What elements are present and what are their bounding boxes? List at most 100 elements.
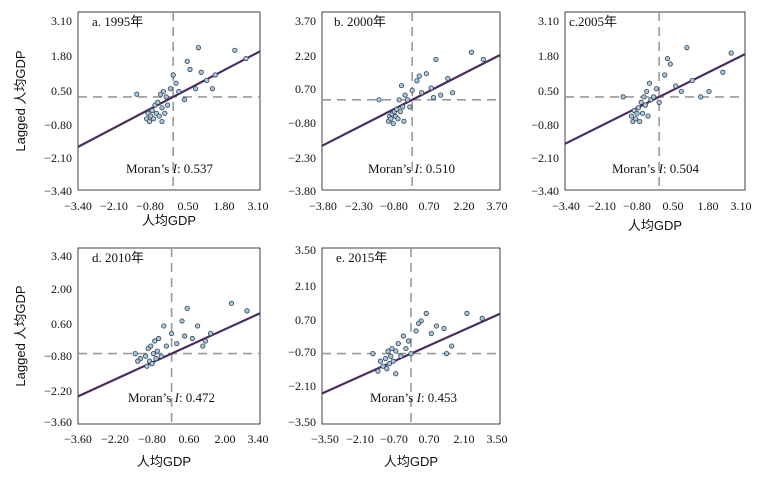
data-point [146, 118, 152, 125]
data-point [620, 94, 626, 100]
panel-title: e. 2015年 [336, 250, 387, 265]
data-point [413, 328, 419, 334]
data-point [163, 343, 169, 349]
data-point [639, 110, 646, 116]
data-point [641, 94, 647, 100]
data-point [382, 356, 389, 362]
data-point [393, 348, 399, 354]
data-point [642, 102, 648, 108]
data-point [375, 368, 381, 374]
data-point [404, 97, 411, 103]
x-tick-label: −2.10 [588, 199, 616, 213]
plot-frame [321, 247, 501, 425]
data-point [480, 56, 486, 63]
data-point [385, 348, 391, 354]
data-point [195, 44, 201, 51]
plot-frame [77, 247, 261, 425]
data-point [653, 86, 659, 92]
x-tick-label: 0.50 [178, 199, 199, 213]
data-point [184, 305, 190, 311]
data-point [176, 88, 182, 95]
stat-label: Moran’s [612, 161, 659, 176]
x-tick-label: 2.00 [215, 432, 236, 446]
morans-i-stat: Moran’s I: 0.453 [370, 390, 457, 405]
data-point [651, 94, 657, 100]
data-point [202, 338, 208, 344]
data-point [144, 363, 150, 369]
data-point [396, 97, 402, 103]
data-point [628, 113, 635, 119]
data-point [433, 56, 439, 63]
morans-i-stat: Moran’s I: 0.472 [128, 390, 215, 405]
y-tick-label: 3.10 [51, 14, 72, 28]
data-point [662, 72, 668, 78]
data-point [243, 55, 249, 62]
x-tick-label: −3.40 [552, 199, 580, 213]
y-tick-label: −2.10 [288, 379, 316, 393]
x-tick-label: 2.10 [454, 432, 475, 446]
data-point [232, 47, 238, 53]
panel-title: a. 1995年 [92, 14, 143, 29]
x-tick-label: 2.20 [454, 199, 475, 213]
data-point [187, 66, 193, 73]
data-point [646, 80, 653, 86]
stat-symbol: I [658, 161, 664, 176]
data-point [184, 58, 190, 64]
panel-title: b. 2000年 [334, 14, 386, 29]
y-tick-label: 3.50 [295, 243, 316, 257]
y-tick-label: 3.10 [538, 14, 559, 28]
y-ticks: 3.50 2.10 0.70 −0.70 −2.10 −3.50 [288, 243, 316, 429]
data-point [667, 61, 673, 67]
data-point [163, 94, 169, 100]
x-tick-label: 1.80 [698, 199, 719, 213]
y-ticks: 3.70 2.20 0.70 −0.80 −2.30 −3.80 [288, 14, 316, 198]
data-point [244, 308, 250, 314]
y-tick-label: −3.40 [44, 184, 72, 198]
x-tick-label: −0.80 [380, 199, 408, 213]
data-point [445, 75, 451, 82]
data-point [209, 86, 215, 92]
data-point [388, 353, 394, 359]
x-axis-label: 人均GDP [628, 218, 682, 233]
stat-label: Moran’s [128, 390, 175, 405]
data-point [633, 116, 639, 122]
x-tick-label: 3.40 [248, 432, 269, 446]
x-tick-label: −2.30 [345, 199, 373, 213]
data-point [390, 358, 396, 364]
stat-label: Moran’s [370, 390, 417, 405]
stat-label: Moran’s [126, 161, 173, 176]
x-tick-label: −3.80 [309, 199, 337, 213]
y-tick-label: 0.50 [538, 84, 559, 98]
x-ticks: −3.40 −2.10 −0.80 0.50 1.80 3.10 [552, 199, 751, 213]
y-tick-label: −3.80 [288, 184, 316, 198]
y-ticks: 3.10 1.80 0.50 −0.80 −2.10 −3.40 [531, 14, 559, 198]
data-point [132, 350, 138, 357]
data-point [635, 105, 641, 111]
y-tick-label: −0.80 [288, 116, 316, 130]
data-point [656, 99, 662, 105]
data-point [449, 343, 455, 349]
x-tick-label: 3.10 [248, 199, 269, 213]
x-tick-label: −2.10 [346, 432, 374, 446]
regression-line [77, 312, 261, 398]
data-point [678, 88, 684, 95]
data-point [386, 361, 392, 367]
data-point [673, 83, 679, 89]
x-ticks: −3.80 −2.30 −0.80 0.70 2.20 3.70 [309, 199, 507, 213]
data-point [204, 77, 210, 84]
morans-i-stat: Moran’s I: 0.510 [368, 161, 455, 176]
data-point [416, 73, 422, 79]
x-ticks: −3.50 −2.10 −0.70 0.70 2.10 3.50 [311, 432, 507, 446]
y-tick-label: −2.10 [44, 151, 72, 165]
x-axis-label: 人均GDP [384, 454, 438, 469]
plot-area [77, 248, 261, 424]
x-tick-label: −2.10 [100, 199, 128, 213]
data-point [182, 333, 188, 339]
x-tick-label: −0.80 [623, 199, 651, 213]
stat-value: : 0.537 [177, 161, 214, 176]
y-tick-label: 2.10 [295, 279, 316, 293]
stat-symbol: I [174, 390, 180, 405]
panel-d: d. 2010年 3.40 2.00 0.60 −0.80 −2.20 −3.6… [13, 247, 269, 469]
data-point [154, 348, 160, 354]
